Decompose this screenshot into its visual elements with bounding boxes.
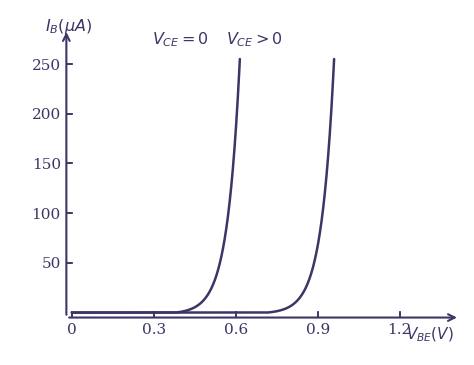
Text: $I_B(\mu A)$: $I_B(\mu A)$ bbox=[45, 17, 91, 36]
Text: $V_{CE}> 0$: $V_{CE}> 0$ bbox=[226, 30, 283, 49]
Text: $V_{BE}(V)$: $V_{BE}(V)$ bbox=[406, 325, 454, 344]
Text: $V_{CE}= 0$: $V_{CE}= 0$ bbox=[153, 30, 210, 49]
